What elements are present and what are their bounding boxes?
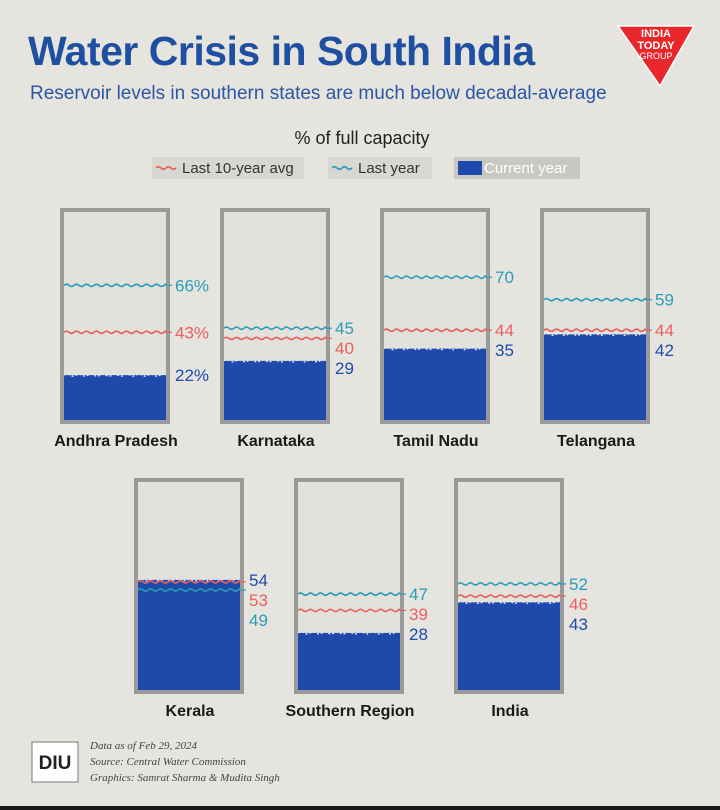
line-last-year [383, 275, 487, 280]
data-label: 44 [495, 321, 514, 340]
line-avg [137, 579, 241, 584]
water-surface [543, 332, 647, 337]
water-surface [63, 373, 167, 377]
data-label: 43% [175, 323, 209, 342]
line-avg [543, 328, 647, 333]
water-surface [383, 346, 487, 351]
data-label: 39 [409, 605, 428, 624]
legend-label: Last year [358, 160, 420, 177]
water-surface [223, 359, 327, 363]
line-avg [297, 608, 401, 613]
data-label: 70 [495, 268, 514, 287]
water-surface [137, 578, 241, 582]
data-label: 52 [569, 575, 588, 594]
legend-item-bg [454, 157, 580, 179]
legend-item-bg [328, 157, 432, 179]
chart-title: % of full capacity [294, 128, 429, 148]
data-label: 42 [655, 341, 674, 360]
line-last-year [223, 326, 327, 331]
category-label: India [491, 703, 528, 720]
data-label: 35 [495, 341, 514, 360]
bar-current [138, 579, 240, 690]
legend: Last 10-year avg Last year Current year [152, 157, 580, 179]
line-avg [63, 330, 167, 335]
legend-item-bg [152, 157, 304, 179]
india-today-logo: INDIA TODAY GROUP [616, 25, 696, 88]
line-avg [223, 336, 327, 341]
bar-current [458, 602, 560, 690]
footer: DIU Data as of Feb 29, 2024 Source: Cent… [30, 736, 330, 796]
bar-current [384, 348, 486, 420]
category-label: Kerala [166, 703, 215, 720]
legend-label: Current year [484, 160, 567, 177]
water-surface [457, 600, 561, 604]
water-surface [297, 631, 401, 635]
bar-current [224, 360, 326, 420]
logo-line-1: INDIA [641, 28, 671, 40]
data-label: 49 [249, 611, 268, 630]
logo-line-3: GROUP [639, 51, 672, 61]
data-date: Data as of Feb 29, 2024 [90, 740, 197, 752]
bar-current [64, 375, 166, 420]
data-source: Source: Central Water Commission [90, 756, 246, 768]
line-last-year [297, 592, 401, 597]
legend-swatch [155, 165, 177, 171]
line-last-year [63, 283, 167, 288]
category-label: Tamil Nadu [393, 433, 478, 450]
category-label: Telangana [557, 433, 635, 450]
line-avg [457, 594, 561, 599]
graphics-credit: Graphics: Samrat Sharma & Mudita Singh [90, 772, 280, 784]
data-label: 28 [409, 625, 428, 644]
legend-swatch [458, 161, 482, 175]
diu-logo-text: DIU [39, 753, 72, 774]
legend-label: Last 10-year avg [182, 160, 294, 177]
category-label: Karnataka [237, 433, 314, 450]
data-label: 47 [409, 585, 428, 604]
page-subtitle: Reservoir levels in southern states are … [30, 83, 607, 104]
reservoir-chart: % of full capacity Last 10-year avg Last … [54, 128, 674, 720]
data-label: 59 [655, 291, 674, 310]
category-label: Andhra Pradesh [54, 433, 178, 450]
bar-current [544, 334, 646, 420]
line-last-year [543, 297, 647, 302]
data-label: 54 [249, 571, 268, 590]
data-label: 22% [175, 366, 209, 385]
data-label: 44 [655, 321, 674, 340]
page-title: Water Crisis in South India [28, 28, 535, 74]
bar-current [298, 632, 400, 690]
data-label: 66% [175, 276, 209, 295]
line-last-year [457, 582, 561, 586]
data-label: 46 [569, 595, 588, 614]
data-label: 43 [569, 615, 588, 634]
tank: 66% 43% 22% Andhra Pradesh [54, 208, 209, 450]
line-last-year [137, 588, 241, 592]
category-label: Southern Region [286, 703, 415, 720]
data-label: 40 [335, 339, 354, 358]
diu-logo: DIU [31, 741, 79, 783]
legend-swatch [331, 165, 353, 171]
data-label: 29 [335, 359, 354, 378]
data-label: 53 [249, 591, 268, 610]
line-avg [383, 328, 487, 333]
legend-item: Last year [328, 157, 432, 179]
legend-item: Last 10-year avg [152, 157, 304, 179]
legend-item: Current year [454, 157, 580, 179]
logo-line-2: TODAY [637, 40, 675, 52]
bottom-rule [0, 806, 720, 810]
data-label: 45 [335, 319, 354, 338]
